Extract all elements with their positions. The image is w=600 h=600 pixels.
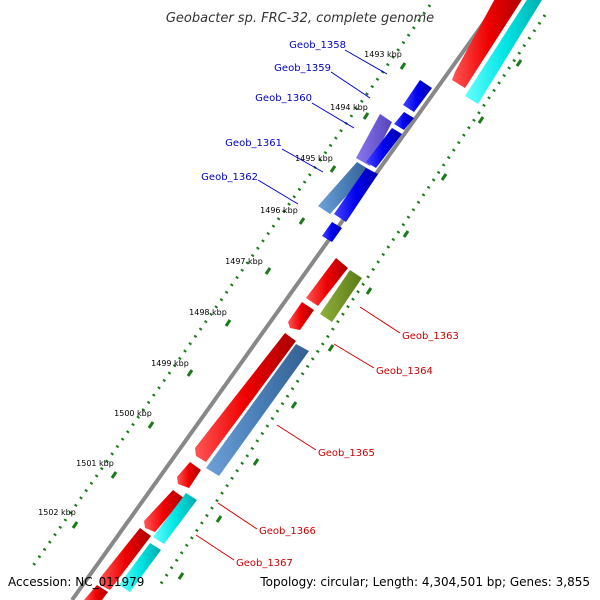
gene-label[interactable]: Geob_1359 (274, 63, 331, 74)
inner-dotted-ring (158, 14, 547, 586)
gene-label[interactable]: Geob_1361 (225, 138, 282, 149)
gene-label[interactable]: Geob_1366 (259, 526, 316, 537)
forward-strand-features (84, 0, 525, 600)
gene-feature[interactable] (119, 543, 161, 592)
gene-feature[interactable] (206, 344, 309, 476)
gene-feature[interactable] (177, 462, 201, 488)
accession-text: Accession: NC_011979 (8, 575, 144, 589)
tick-label: 1502 kbp (38, 508, 76, 517)
tick-labels: 1493 kbp 1494 kbp 1495 kbp 1496 kbp 1497… (38, 50, 402, 517)
gene-label[interactable]: Geob_1364 (376, 366, 433, 377)
tick-label: 1500 kbp (114, 409, 152, 418)
gene-feature-olive[interactable] (320, 270, 362, 322)
tick-label: 1498 kbp (189, 308, 227, 317)
gene-label[interactable]: Geob_1367 (236, 558, 293, 569)
topology-text: Topology: circular; Length: 4,304,501 bp… (259, 575, 590, 589)
outer-ticks (71, 62, 407, 529)
gene-feature[interactable] (366, 128, 402, 168)
gene-feature[interactable] (84, 585, 108, 600)
tick-label: 1494 kbp (330, 103, 368, 112)
steelblue-features (206, 162, 370, 476)
gene-feature[interactable] (394, 112, 414, 130)
tick-label: 1496 kbp (260, 206, 298, 215)
tick-label: 1497 kbp (225, 257, 263, 266)
right-gene-labels: Geob_1363 Geob_1364 Geob_1365 Geob_1366 … (195, 306, 459, 569)
tick-label: 1501 kbp (76, 459, 114, 468)
gene-feature[interactable] (318, 162, 370, 214)
left-gene-labels: Geob_1358 Geob_1359 Geob_1360 Geob_1361 … (201, 40, 388, 205)
genome-backbone (70, 0, 502, 600)
gene-feature[interactable] (452, 0, 525, 88)
gene-label[interactable]: Geob_1362 (201, 172, 258, 183)
gene-feature-violet[interactable] (356, 114, 392, 166)
gene-feature[interactable] (334, 168, 378, 222)
map-title: Geobacter sp. FRC-32, complete genome (166, 11, 434, 26)
gene-label[interactable]: Geob_1365 (318, 448, 375, 459)
gene-feature[interactable] (100, 528, 151, 590)
tick-label: 1493 kbp (364, 50, 402, 59)
gene-feature[interactable] (322, 222, 342, 242)
gene-label[interactable]: Geob_1360 (255, 93, 312, 104)
tick-label: 1499 kbp (151, 359, 189, 368)
reverse-strand-features (322, 80, 432, 242)
gene-label[interactable]: Geob_1358 (289, 40, 346, 51)
gene-feature[interactable] (403, 80, 432, 112)
gene-feature[interactable] (465, 0, 545, 104)
gene-feature[interactable] (153, 493, 197, 544)
gene-label[interactable]: Geob_1363 (402, 331, 459, 342)
gene-feature[interactable] (144, 490, 184, 532)
gene-feature[interactable] (306, 258, 348, 306)
gene-feature[interactable] (288, 302, 314, 330)
gene-feature[interactable] (195, 333, 296, 462)
tick-label: 1495 kbp (295, 154, 333, 163)
outer-dotted-ring (28, 4, 432, 571)
inner-ticks (177, 59, 523, 580)
cyan-features (119, 0, 545, 592)
